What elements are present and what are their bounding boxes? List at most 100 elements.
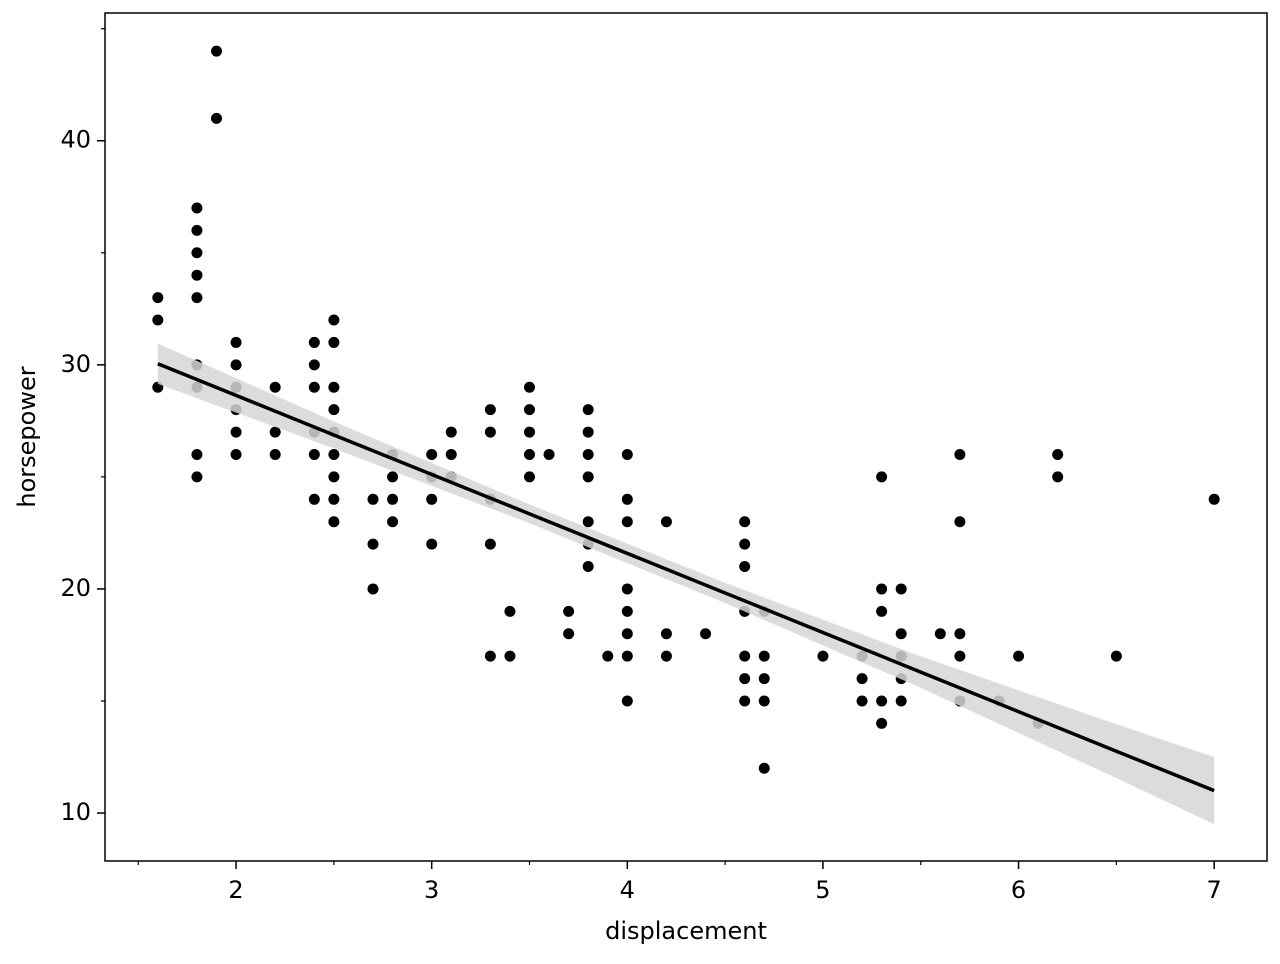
point <box>524 381 536 393</box>
point <box>191 247 203 259</box>
point <box>856 673 868 685</box>
regression-line <box>157 362 1215 793</box>
point <box>817 650 829 662</box>
point <box>387 516 399 528</box>
point <box>758 673 770 685</box>
confidence-band <box>157 343 1215 825</box>
point <box>328 493 340 505</box>
point <box>954 650 966 662</box>
x-tick-label: 3 <box>424 876 439 904</box>
point <box>524 426 536 438</box>
point <box>582 426 594 438</box>
point <box>211 112 223 124</box>
point <box>739 695 751 707</box>
point <box>269 448 281 460</box>
point <box>621 493 633 505</box>
point <box>484 426 496 438</box>
point <box>739 516 751 528</box>
point <box>621 628 633 640</box>
y-axis-label: horsepower <box>13 366 41 507</box>
point <box>660 516 672 528</box>
point <box>621 448 633 460</box>
point <box>1110 650 1122 662</box>
point <box>621 605 633 617</box>
point <box>269 426 281 438</box>
point <box>269 381 281 393</box>
point <box>230 426 242 438</box>
point <box>426 448 438 460</box>
point <box>191 292 203 304</box>
point <box>426 493 438 505</box>
point <box>308 381 320 393</box>
point <box>895 695 907 707</box>
plot-frame <box>104 12 1268 862</box>
point <box>621 695 633 707</box>
point <box>328 516 340 528</box>
point <box>934 628 946 640</box>
point <box>484 538 496 550</box>
point <box>308 448 320 460</box>
point <box>524 404 536 416</box>
point <box>328 336 340 348</box>
point <box>230 448 242 460</box>
point <box>856 695 868 707</box>
point <box>230 359 242 371</box>
point <box>484 650 496 662</box>
point <box>367 583 379 595</box>
x-tick-label: 7 <box>1207 876 1222 904</box>
point <box>563 628 575 640</box>
point <box>543 448 555 460</box>
point <box>308 336 320 348</box>
y-tick-label: 40 <box>60 126 91 154</box>
y-tick-label: 10 <box>60 798 91 826</box>
point <box>191 471 203 483</box>
point <box>308 493 320 505</box>
point <box>758 650 770 662</box>
point <box>876 605 888 617</box>
point <box>328 404 340 416</box>
point <box>524 471 536 483</box>
point <box>582 516 594 528</box>
point <box>621 516 633 528</box>
point <box>700 628 712 640</box>
point <box>308 359 320 371</box>
point <box>524 448 536 460</box>
point <box>152 314 164 326</box>
point <box>739 561 751 573</box>
x-tick-label: 6 <box>1011 876 1026 904</box>
point <box>895 583 907 595</box>
point <box>582 448 594 460</box>
point <box>739 538 751 550</box>
point <box>328 314 340 326</box>
y-tick-label: 20 <box>60 574 91 602</box>
point <box>876 695 888 707</box>
x-tick-label: 2 <box>228 876 243 904</box>
point <box>191 448 203 460</box>
point <box>954 628 966 640</box>
point <box>739 673 751 685</box>
point <box>367 493 379 505</box>
point <box>191 202 203 214</box>
point <box>621 650 633 662</box>
point <box>504 650 516 662</box>
x-axis-label: displacement <box>605 917 767 945</box>
x-tick-label: 5 <box>815 876 830 904</box>
point <box>876 717 888 729</box>
point <box>660 650 672 662</box>
point <box>426 538 438 550</box>
point <box>230 336 242 348</box>
point <box>484 404 496 416</box>
y-tick-label: 30 <box>60 350 91 378</box>
point <box>954 448 966 460</box>
point <box>1013 650 1025 662</box>
point <box>152 292 164 304</box>
point <box>876 583 888 595</box>
point <box>621 583 633 595</box>
x-tick-label: 4 <box>620 876 635 904</box>
point <box>445 426 457 438</box>
point <box>954 516 966 528</box>
point <box>1208 493 1220 505</box>
point <box>1052 448 1064 460</box>
point <box>582 404 594 416</box>
